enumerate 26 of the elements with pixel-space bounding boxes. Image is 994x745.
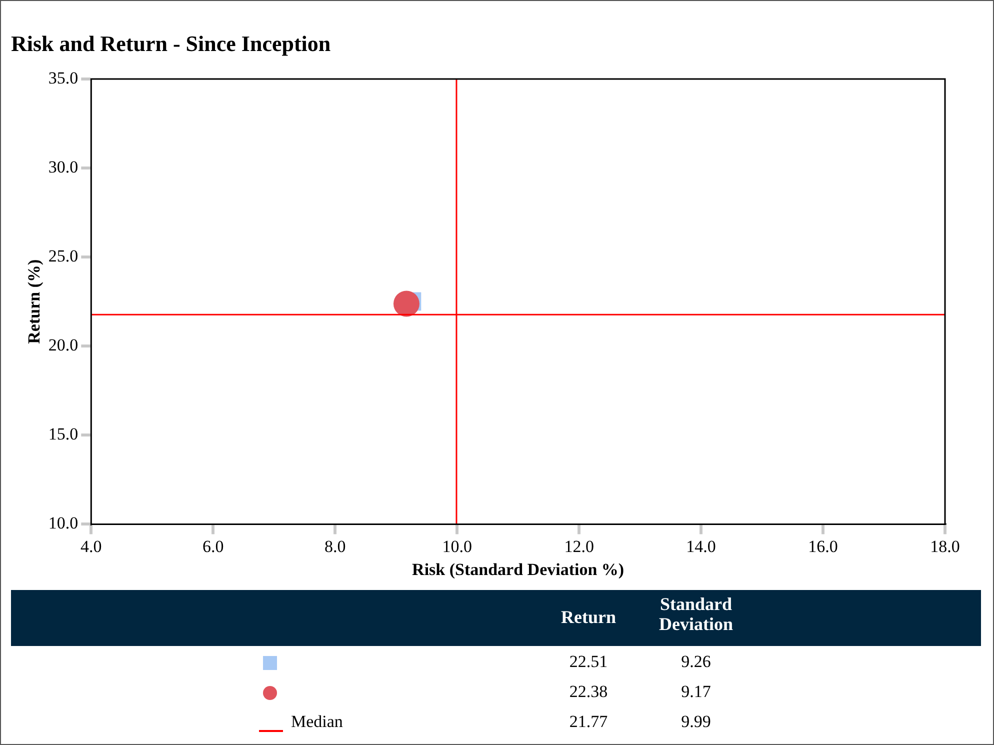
y-tick-label: 30.0 [48,158,78,177]
x-tick-label: 14.0 [686,536,716,556]
chart-title: Risk and Return - Since Inception [11,31,331,57]
x-axis-title: Risk (Standard Deviation %) [412,560,624,580]
y-tick-label: 25.0 [48,246,78,266]
x-tick-label: 10.0 [442,536,472,556]
text: 9.17 [680,682,712,702]
x-tick-label: 4.0 [80,536,102,556]
text: 22.51 [568,652,609,672]
y-tick-label: 15.0 [48,424,78,444]
x-tick-label: 16.0 [808,536,838,556]
x-tick-label: 6.0 [202,536,224,556]
y-axis-title: Return (%) [24,259,44,344]
text: 21.77 [568,712,609,732]
x-tick-label: 8.0 [324,536,346,556]
text: Return [560,607,617,628]
y-tick-label: 20.0 [48,336,78,355]
text: 22.38 [568,682,609,702]
text: Standard Deviation [658,594,734,634]
text: 9.26 [680,652,712,672]
x-tick-label: 12.0 [564,536,594,556]
y-tick-label: 10.0 [48,514,78,533]
x-tick-label: 18.0 [930,536,960,556]
legend-label: Median [290,712,343,732]
y-tick-label: 35.0 [48,68,78,88]
text: 9.99 [680,712,712,732]
